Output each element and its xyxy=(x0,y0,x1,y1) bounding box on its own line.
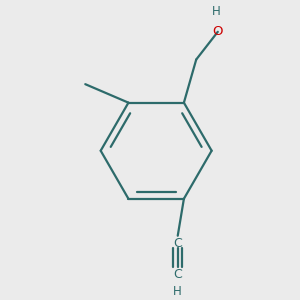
Text: C: C xyxy=(173,268,182,281)
Text: H: H xyxy=(212,5,220,18)
Text: C: C xyxy=(173,237,182,250)
Text: H: H xyxy=(173,285,182,298)
Text: O: O xyxy=(213,25,223,38)
